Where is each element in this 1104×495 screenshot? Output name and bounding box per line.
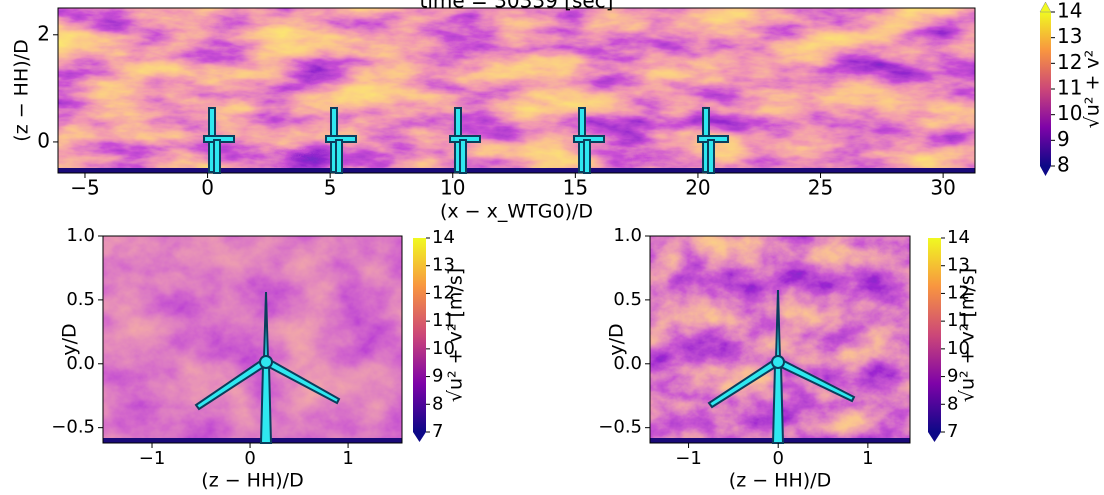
colorbar-label: √u² + v² bbox=[1082, 50, 1104, 129]
colorbar-tick-label: 8 bbox=[947, 393, 958, 414]
colorbar bbox=[413, 238, 426, 432]
ground-strip bbox=[58, 168, 975, 173]
colorbar-tick-label: 14 bbox=[432, 227, 455, 248]
colorbar-tick-label: 14 bbox=[947, 227, 970, 248]
x-axis-label: (z − HH)/D bbox=[729, 470, 831, 492]
axes-frame bbox=[102, 235, 403, 444]
colorbar-tick-label: 11 bbox=[432, 310, 455, 331]
colorbar-tick-label: 12 bbox=[947, 282, 970, 303]
top-turbines bbox=[203, 107, 729, 174]
x-tick-label: 0 bbox=[244, 448, 255, 469]
colorbar-tick-label: 10 bbox=[432, 338, 455, 359]
colorbar-tick-label: 8 bbox=[432, 393, 443, 414]
colorbar bbox=[928, 238, 941, 432]
colorbar-tick-label: 13 bbox=[947, 255, 970, 276]
y-tick-label: 0.5 bbox=[66, 289, 95, 310]
x-tick-label: −5 bbox=[70, 176, 99, 200]
colorbar-tick-label: 8 bbox=[1057, 153, 1070, 177]
colorbar-extend-max bbox=[1039, 1, 1052, 13]
y-axis-label: (z − HH)/D bbox=[11, 39, 33, 141]
y-tick-label: −0.5 bbox=[598, 417, 642, 438]
colorbar-tick-label: 12 bbox=[1057, 50, 1082, 74]
y-tick-label: 1.0 bbox=[613, 225, 642, 246]
y-tick-label: 1.0 bbox=[66, 225, 95, 246]
colorbar-tick-label: 14 bbox=[1057, 0, 1082, 23]
y-tick-label: −0.5 bbox=[51, 417, 95, 438]
colorbar-tick-label: 9 bbox=[432, 366, 443, 387]
colorbar-tick-label: 10 bbox=[1057, 101, 1082, 125]
plots bbox=[57, 1, 1052, 444]
y-tick-label: 0.0 bbox=[613, 353, 642, 374]
colorbar-extend-min bbox=[1040, 166, 1051, 176]
x-tick-label: 20 bbox=[685, 176, 710, 200]
colorbar-tick-label: 11 bbox=[1057, 76, 1082, 100]
colorbar-label: √u² + v² [m/s] bbox=[957, 268, 979, 402]
colorbar-extend-min bbox=[413, 432, 426, 442]
turbines bbox=[194, 107, 856, 444]
x-tick-label: 0 bbox=[201, 176, 214, 200]
x-tick-label: 10 bbox=[440, 176, 465, 200]
x-tick-label: 25 bbox=[808, 176, 833, 200]
y-tick-label: 0.5 bbox=[613, 289, 642, 310]
colorbar-tick-label: 9 bbox=[1057, 127, 1070, 151]
colorbar-tick-label: 13 bbox=[432, 255, 455, 276]
colorbar bbox=[1040, 12, 1051, 166]
colorbar-tick-label: 7 bbox=[947, 421, 958, 442]
ground-strip bbox=[103, 438, 402, 443]
colorbar-tick-label: 12 bbox=[432, 282, 455, 303]
heatmap-field bbox=[58, 8, 975, 173]
x-tick-label: 30 bbox=[930, 176, 955, 200]
x-tick-label: −1 bbox=[675, 448, 702, 469]
heatmap-field bbox=[103, 236, 402, 443]
colorbar-label: √u² + v² [m/s] bbox=[445, 268, 467, 402]
colorbar-extend-min bbox=[928, 432, 941, 442]
x-tick-label: 5 bbox=[324, 176, 337, 200]
x-axis-label: (z − HH)/D bbox=[201, 470, 303, 492]
colorbar-tick-label: 11 bbox=[947, 310, 970, 331]
y-axis-label: y/D bbox=[59, 323, 81, 355]
colorbar-tick-label: 10 bbox=[947, 338, 970, 359]
axes-frame bbox=[57, 7, 976, 174]
x-tick-label: 15 bbox=[563, 176, 588, 200]
y-tick-label: 0 bbox=[37, 128, 50, 152]
x-axis-label: (x − x_WTG0)/D bbox=[440, 201, 593, 223]
colorbar-tick-label: 13 bbox=[1057, 24, 1082, 48]
x-tick-label: 1 bbox=[342, 448, 353, 469]
colorbar-tick-label: 7 bbox=[432, 421, 443, 442]
x-tick-label: 0 bbox=[772, 448, 783, 469]
x-tick-label: −1 bbox=[139, 448, 166, 469]
x-tick-label: 1 bbox=[862, 448, 873, 469]
y-tick-label: 2 bbox=[37, 21, 50, 45]
chart-title: time = 30339 [sec] bbox=[420, 0, 614, 13]
y-tick-label: 0.0 bbox=[66, 353, 95, 374]
left-turbine bbox=[194, 291, 341, 444]
y-axis-label: y/D bbox=[606, 323, 628, 355]
colorbar-tick-label: 9 bbox=[947, 366, 958, 387]
right-turbine bbox=[707, 289, 856, 444]
